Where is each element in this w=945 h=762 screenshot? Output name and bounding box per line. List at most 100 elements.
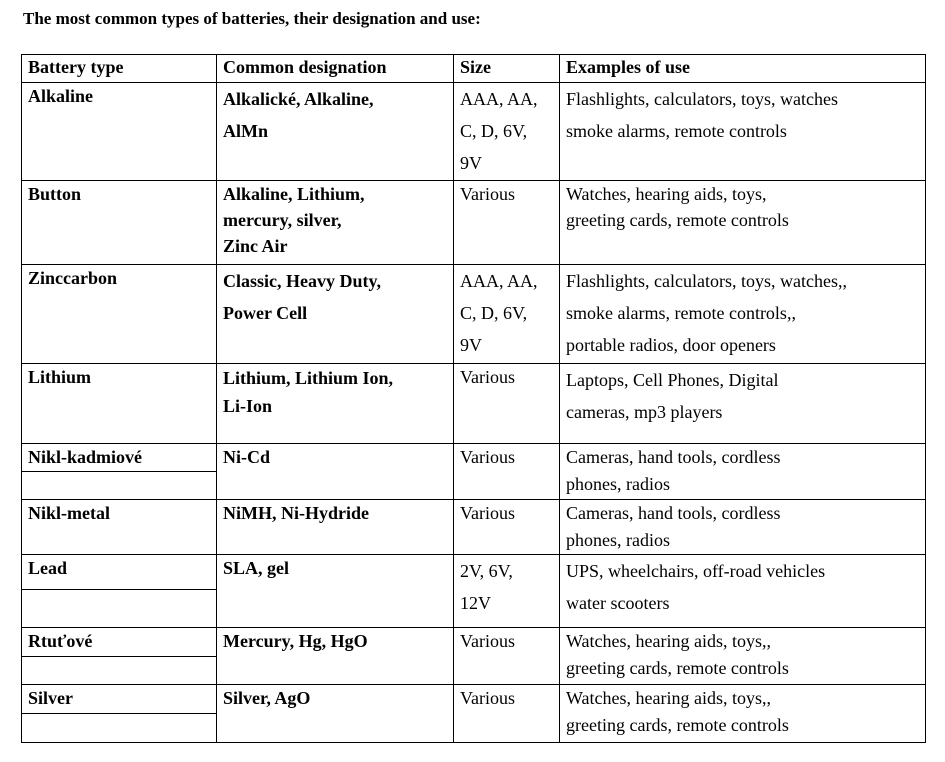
designation-cell: Alkalické, Alkaline, AlMn: [216, 82, 454, 181]
size-cell: Various: [453, 627, 560, 685]
uses-cell: UPS, wheelchairs, off-road vehicles wate…: [559, 554, 926, 628]
battery-type-name: Lead: [28, 558, 68, 578]
table-row: Silver Silver, AgO Various Watches, hear…: [21, 684, 926, 743]
size-cell: Various: [453, 684, 560, 743]
size-line: 9V: [460, 153, 482, 173]
battery-type-name: Silver: [28, 688, 73, 708]
uses-line: phones, radios: [566, 530, 670, 550]
type-cell-divider: [22, 589, 216, 590]
battery-type-name: Alkaline: [28, 86, 94, 106]
battery-type-name: Button: [28, 184, 82, 204]
battery-type-cell: Silver: [21, 684, 217, 743]
designation-line: Silver, AgO: [223, 688, 311, 708]
designation-line: Alkaline, Lithium,: [223, 184, 365, 204]
uses-line: phones, radios: [566, 474, 670, 494]
size-line: Various: [460, 688, 515, 708]
designation-cell: Silver, AgO: [216, 684, 454, 743]
uses-cell: Flashlights, calculators, toys, watches …: [559, 82, 926, 181]
designation-cell: NiMH, Ni-Hydride: [216, 499, 454, 555]
battery-type-cell: Alkaline: [21, 82, 217, 181]
designation-line: Ni-Cd: [223, 447, 271, 467]
size-line: C, D, 6V,: [460, 121, 528, 141]
table-header-row: Battery type Common designation Size Exa…: [21, 54, 926, 83]
size-line: AAA, AA,: [460, 89, 538, 109]
uses-cell: Watches, hearing aids, toys,, greeting c…: [559, 627, 926, 685]
designation-cell: Ni-Cd: [216, 443, 454, 500]
size-cell: Various: [453, 363, 560, 444]
header-examples-of-use: Examples of use: [559, 54, 926, 83]
size-cell: Various: [453, 180, 560, 265]
designation-line: AlMn: [223, 121, 268, 141]
uses-line: portable radios, door openers: [566, 335, 776, 355]
header-battery-type: Battery type: [21, 54, 217, 83]
uses-cell: Flashlights, calculators, toys, watches,…: [559, 264, 926, 364]
battery-type-name: Zinccarbon: [28, 268, 118, 288]
uses-line: Watches, hearing aids, toys,,: [566, 631, 771, 651]
table-row: Button Alkaline, Lithium, mercury, silve…: [21, 180, 926, 265]
size-cell: Various: [453, 499, 560, 555]
table-row: Nikl-metal NiMH, Ni-Hydride Various Came…: [21, 499, 926, 555]
battery-types-table: Battery type Common designation Size Exa…: [21, 54, 926, 743]
battery-type-name: Rtuťové: [28, 631, 93, 651]
designation-line: NiMH, Ni-Hydride: [223, 503, 369, 523]
battery-type-name: Lithium: [28, 367, 92, 387]
designation-line: SLA, gel: [223, 558, 290, 578]
size-line: 12V: [460, 593, 491, 613]
designation-line: mercury, silver,: [223, 210, 342, 230]
uses-line: Flashlights, calculators, toys, watches,…: [566, 271, 847, 291]
size-line: 9V: [460, 335, 482, 355]
designation-cell: Classic, Heavy Duty, Power Cell: [216, 264, 454, 364]
size-cell: AAA, AA, C, D, 6V, 9V: [453, 82, 560, 181]
uses-line: greeting cards, remote controls: [566, 658, 789, 678]
size-cell: 2V, 6V, 12V: [453, 554, 560, 628]
uses-cell: Laptops, Cell Phones, Digital cameras, m…: [559, 363, 926, 444]
designation-line: Lithium, Lithium Ion,: [223, 368, 394, 388]
designation-cell: Lithium, Lithium Ion, Li-Ion: [216, 363, 454, 444]
table-row: Zinccarbon Classic, Heavy Duty, Power Ce…: [21, 264, 926, 364]
battery-type-cell: Button: [21, 180, 217, 265]
battery-type-cell: Rtuťové: [21, 627, 217, 685]
uses-line: smoke alarms, remote controls,,: [566, 303, 796, 323]
uses-line: Watches, hearing aids, toys,: [566, 184, 767, 204]
table-row: Nikl-kadmiové Ni-Cd Various Cameras, han…: [21, 443, 926, 500]
uses-cell: Cameras, hand tools, cordless phones, ra…: [559, 499, 926, 555]
size-line: Various: [460, 367, 515, 387]
size-line: 2V, 6V,: [460, 561, 513, 581]
designation-line: Classic, Heavy Duty,: [223, 271, 382, 291]
header-common-designation: Common designation: [216, 54, 454, 83]
battery-type-cell: Lithium: [21, 363, 217, 444]
uses-line: cameras, mp3 players: [566, 402, 723, 422]
battery-type-cell: Zinccarbon: [21, 264, 217, 364]
size-line: Various: [460, 631, 515, 651]
battery-type-name: Nikl-metal: [28, 503, 110, 523]
uses-cell: Watches, hearing aids, toys, greeting ca…: [559, 180, 926, 265]
header-size: Size: [453, 54, 560, 83]
type-cell-divider: [22, 713, 216, 714]
uses-line: Watches, hearing aids, toys,,: [566, 688, 771, 708]
table-row: Lead SLA, gel 2V, 6V, 12V UPS, wheelchai…: [21, 554, 926, 628]
designation-line: Li-Ion: [223, 396, 273, 416]
designation-cell: SLA, gel: [216, 554, 454, 628]
table-row: Alkaline Alkalické, Alkaline, AlMn AAA, …: [21, 82, 926, 181]
designation-line: Mercury, Hg, HgO: [223, 631, 368, 651]
uses-line: water scooters: [566, 593, 670, 613]
uses-line: greeting cards, remote controls: [566, 210, 789, 230]
size-cell: Various: [453, 443, 560, 500]
size-line: C, D, 6V,: [460, 303, 528, 323]
uses-line: UPS, wheelchairs, off-road vehicles: [566, 561, 826, 581]
battery-type-cell: Nikl-metal: [21, 499, 217, 555]
document-title: The most common types of batteries, thei…: [23, 9, 481, 28]
size-line: Various: [460, 447, 515, 467]
designation-line: Alkalické, Alkaline,: [223, 89, 374, 109]
designation-cell: Mercury, Hg, HgO: [216, 627, 454, 685]
uses-line: Cameras, hand tools, cordless: [566, 503, 781, 523]
battery-type-name: Nikl-kadmiové: [28, 447, 143, 467]
type-cell-divider: [22, 471, 216, 472]
designation-line: Power Cell: [223, 303, 308, 323]
uses-line: Laptops, Cell Phones, Digital: [566, 370, 779, 390]
designation-cell: Alkaline, Lithium, mercury, silver, Zinc…: [216, 180, 454, 265]
uses-line: Flashlights, calculators, toys, watches: [566, 89, 838, 109]
table-row: Rtuťové Mercury, Hg, HgO Various Watches…: [21, 627, 926, 685]
uses-cell: Watches, hearing aids, toys,, greeting c…: [559, 684, 926, 743]
designation-line: Zinc Air: [223, 236, 288, 256]
